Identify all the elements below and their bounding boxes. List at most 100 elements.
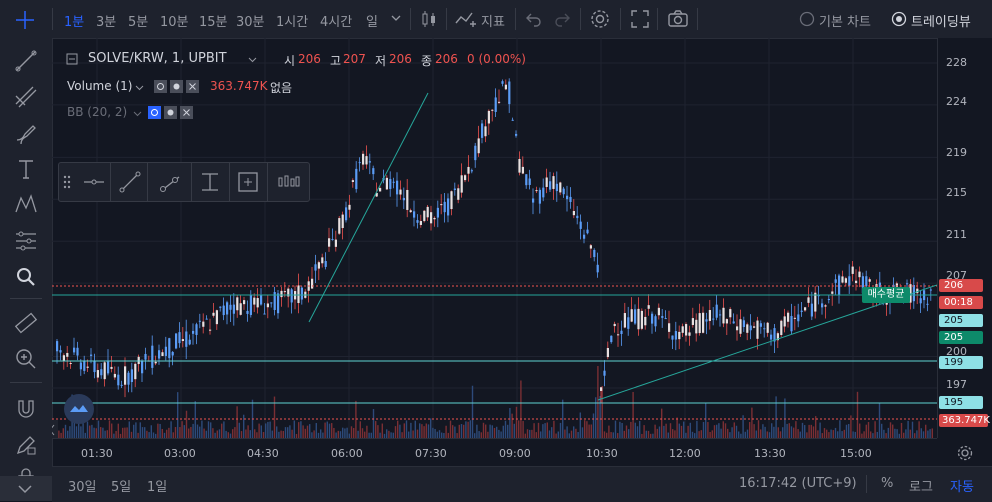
volume-bar bbox=[410, 422, 412, 438]
volume-indicator-label[interactable]: Volume (1) bbox=[67, 79, 133, 93]
trend-line-icon[interactable] bbox=[13, 48, 39, 74]
interval-day[interactable]: 일 bbox=[366, 15, 378, 30]
basic-chart-label[interactable]: 기본 차트 bbox=[819, 15, 871, 30]
gear-icon[interactable] bbox=[164, 106, 177, 119]
scroll-toggle[interactable] bbox=[0, 476, 52, 501]
interval-10m[interactable]: 10분 bbox=[160, 15, 189, 30]
redo-icon[interactable] bbox=[553, 10, 571, 28]
crosshair-icon[interactable] bbox=[14, 9, 36, 31]
magnet-icon[interactable] bbox=[13, 396, 39, 422]
zoom-in-icon[interactable] bbox=[13, 346, 39, 372]
range-1d[interactable]: 1일 bbox=[147, 480, 168, 495]
range-30d[interactable]: 30일 bbox=[68, 480, 97, 495]
candle-body bbox=[776, 333, 779, 341]
volume-bar bbox=[236, 406, 238, 438]
avg-buy-price-label[interactable]: 매수평균 bbox=[862, 287, 910, 303]
bars-pattern-icon[interactable] bbox=[275, 169, 301, 195]
close-icon[interactable] bbox=[180, 106, 193, 119]
chevron-down-icon[interactable] bbox=[391, 14, 401, 22]
pattern-tool-icon[interactable] bbox=[13, 192, 39, 218]
radio-basic-chart[interactable] bbox=[799, 11, 815, 27]
volume-bar bbox=[889, 422, 892, 438]
candle-body bbox=[484, 126, 487, 137]
undo-icon[interactable] bbox=[525, 10, 543, 28]
horizontal-line-icon[interactable] bbox=[81, 169, 107, 195]
volume-bar bbox=[489, 424, 491, 438]
candle-body bbox=[773, 328, 776, 342]
chevron-down-icon[interactable] bbox=[135, 85, 144, 91]
auto-toggle[interactable]: 자동 bbox=[950, 480, 974, 495]
price-axis[interactable]: 228 224 219 215 211 207 200 197 206 00:1… bbox=[937, 38, 992, 438]
volume-bar bbox=[485, 424, 487, 438]
interval-1m[interactable]: 1분 bbox=[64, 15, 85, 30]
chevron-left-icon[interactable] bbox=[52, 420, 58, 438]
clock[interactable]: 16:17:42 (UTC+9) bbox=[739, 476, 857, 491]
volume-bar bbox=[586, 421, 588, 438]
gear-icon[interactable] bbox=[956, 444, 974, 462]
chevron-down-icon[interactable] bbox=[133, 111, 142, 117]
floating-drawing-toolbar[interactable] bbox=[58, 162, 310, 202]
gear-icon[interactable] bbox=[170, 80, 183, 93]
volume-bar bbox=[643, 425, 645, 438]
radio-tradingview[interactable] bbox=[891, 11, 907, 27]
upbit-logo[interactable] bbox=[64, 394, 94, 424]
volume-bar bbox=[192, 423, 194, 438]
gear-icon[interactable] bbox=[589, 8, 611, 30]
date-price-range-icon[interactable] bbox=[235, 169, 261, 195]
candlestick-type-icon[interactable] bbox=[418, 8, 440, 30]
close-icon[interactable] bbox=[186, 80, 199, 93]
volume-bar bbox=[482, 422, 485, 438]
indicators-icon[interactable] bbox=[454, 9, 478, 29]
volume-bar bbox=[273, 396, 276, 438]
eye-hidden-icon[interactable] bbox=[148, 106, 161, 119]
price-range-icon[interactable] bbox=[197, 169, 223, 195]
candle-body bbox=[919, 298, 922, 304]
percent-toggle[interactable]: % bbox=[881, 476, 894, 491]
volume-bar bbox=[658, 426, 661, 438]
ray-icon[interactable] bbox=[157, 169, 183, 195]
volume-bar bbox=[498, 429, 500, 438]
range-5d[interactable]: 5일 bbox=[111, 480, 132, 495]
interval-3m[interactable]: 3분 bbox=[96, 15, 117, 30]
magnifier-icon[interactable] bbox=[13, 264, 39, 290]
time-axis[interactable]: 01:30 03:00 04:30 06:00 07:30 09:00 10:3… bbox=[52, 438, 937, 467]
interval-30m[interactable]: 30분 bbox=[236, 15, 265, 30]
candle-body bbox=[603, 370, 606, 376]
candle-body bbox=[637, 308, 640, 330]
volume-bar bbox=[355, 400, 357, 438]
volume-bar bbox=[878, 403, 881, 438]
volume-bar bbox=[447, 432, 449, 438]
volume-bar bbox=[124, 427, 126, 438]
volume-bar bbox=[810, 424, 812, 438]
interval-4h[interactable]: 4시간 bbox=[320, 15, 353, 30]
camera-icon[interactable] bbox=[667, 9, 689, 29]
log-toggle[interactable]: 로그 bbox=[909, 480, 933, 495]
brush-icon[interactable] bbox=[13, 120, 39, 146]
volume-bar bbox=[920, 428, 922, 438]
candle-body bbox=[232, 304, 235, 314]
interval-15m[interactable]: 15분 bbox=[199, 15, 228, 30]
candle-body bbox=[729, 309, 732, 318]
fullscreen-icon[interactable] bbox=[630, 9, 650, 29]
interval-1h[interactable]: 1시간 bbox=[276, 15, 309, 30]
candle-body bbox=[831, 291, 834, 294]
interval-5m[interactable]: 5분 bbox=[128, 15, 149, 30]
tradingview-label[interactable]: 트레이딩뷰 bbox=[911, 15, 971, 30]
volume-bar bbox=[260, 425, 262, 438]
indicators-button[interactable]: 지표 bbox=[481, 15, 505, 30]
chart-pane[interactable]: SOLVE/KRW, 1, UPBIT 시 206 고 207 저 206 종 … bbox=[52, 38, 937, 438]
collapse-icon[interactable] bbox=[66, 53, 78, 65]
eye-icon[interactable] bbox=[154, 80, 167, 93]
chevron-down-icon[interactable] bbox=[248, 57, 257, 63]
measure-tool-icon[interactable] bbox=[13, 228, 39, 254]
lock-pencil-icon[interactable] bbox=[13, 432, 39, 458]
symbol-title[interactable]: SOLVE/KRW, 1, UPBIT bbox=[88, 51, 227, 66]
drag-handle-icon[interactable] bbox=[63, 175, 71, 189]
bb-indicator-label[interactable]: BB (20, 2) bbox=[67, 105, 128, 119]
trend-line-icon[interactable] bbox=[117, 169, 143, 195]
ruler-icon[interactable] bbox=[13, 310, 39, 336]
text-tool-icon[interactable] bbox=[13, 156, 39, 182]
price-chart[interactable] bbox=[52, 38, 937, 438]
fib-tool-icon[interactable] bbox=[13, 84, 39, 110]
volume-bar bbox=[702, 421, 705, 438]
